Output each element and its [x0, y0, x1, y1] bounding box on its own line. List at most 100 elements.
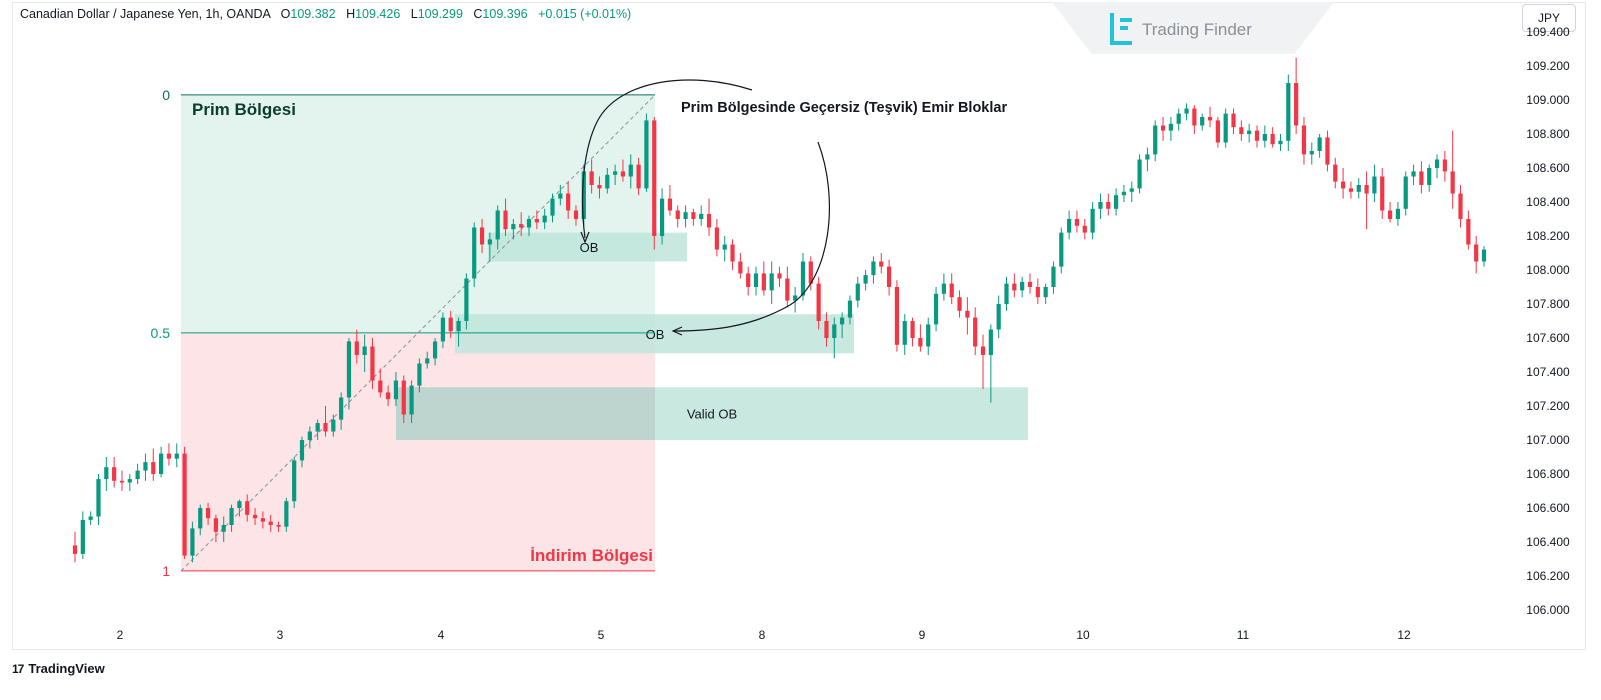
candle	[793, 287, 798, 313]
candle-body	[730, 244, 735, 262]
candle-body	[1168, 123, 1173, 131]
candle-body	[456, 321, 461, 332]
candle-body	[840, 317, 845, 325]
candle	[166, 443, 172, 466]
candle-body	[879, 261, 884, 267]
tradingview-footer: 17 TradingView	[12, 661, 105, 676]
candle	[1442, 151, 1447, 182]
candle	[573, 205, 579, 226]
candle	[479, 219, 485, 253]
candle-body	[1262, 134, 1267, 141]
candle	[1286, 74, 1291, 151]
candle-body	[1442, 159, 1447, 172]
candle	[1317, 134, 1322, 158]
candle	[886, 259, 892, 296]
candle	[135, 463, 140, 485]
candle-body	[72, 545, 78, 554]
candle	[1137, 154, 1142, 194]
candle-body	[1004, 283, 1009, 304]
candle-body	[198, 508, 203, 529]
open-value: 109.382	[290, 7, 336, 21]
candle	[1153, 120, 1158, 162]
candle	[370, 338, 375, 389]
candle-body	[667, 198, 673, 211]
candle	[996, 295, 1001, 338]
candle	[151, 448, 156, 481]
candle	[526, 215, 532, 236]
candle-body	[832, 324, 837, 338]
candle-body	[722, 244, 727, 250]
candle-body	[1278, 140, 1283, 145]
fib-label-0.5: 0.5	[151, 325, 171, 341]
candle-body	[1481, 249, 1487, 262]
candle-body	[1020, 281, 1025, 291]
candle-body	[135, 470, 140, 480]
candle-body	[980, 346, 986, 355]
candle-body	[534, 219, 539, 223]
annotation-arrow-2	[673, 141, 831, 332]
candle	[605, 168, 610, 194]
candle-body	[996, 304, 1001, 330]
candle-body	[104, 467, 109, 480]
candle	[1074, 210, 1080, 233]
candle	[1200, 113, 1205, 131]
candle	[1145, 147, 1150, 172]
x-tick-label: 12	[1397, 628, 1411, 642]
candle-body	[1137, 159, 1142, 189]
candle	[393, 372, 399, 406]
candle	[808, 256, 813, 291]
candle-body	[503, 210, 508, 230]
candle	[1067, 210, 1072, 240]
candle	[988, 324, 993, 403]
y-tick-label: 109.200	[1526, 59, 1570, 73]
candle	[1278, 134, 1283, 151]
candle-body	[659, 198, 665, 236]
currency-button[interactable]: JPY	[1522, 4, 1576, 32]
candle	[519, 212, 524, 236]
candle	[511, 219, 516, 240]
candle-body	[1027, 281, 1033, 287]
candle-body	[96, 479, 101, 517]
candle-body	[1387, 210, 1393, 219]
candle	[464, 273, 469, 330]
close-label: C	[473, 7, 483, 21]
candle-body	[112, 467, 117, 481]
candle	[307, 426, 312, 449]
candle-body	[597, 185, 602, 189]
candle	[879, 253, 884, 274]
candle-body	[1160, 125, 1166, 131]
candle-body	[1121, 191, 1127, 196]
x-tick-label: 11	[1237, 628, 1250, 642]
candle-body	[370, 346, 375, 381]
candle-body	[1270, 134, 1275, 145]
candle-body	[793, 295, 798, 301]
candle	[659, 188, 665, 245]
candle	[425, 351, 430, 369]
candle	[738, 253, 743, 279]
candle	[910, 317, 915, 347]
candle-body	[1012, 283, 1017, 291]
candle	[566, 181, 571, 219]
candle-body	[573, 210, 579, 219]
candle	[182, 446, 187, 559]
candle	[401, 375, 406, 423]
y-tick-label: 107.800	[1526, 297, 1570, 311]
candle-body	[1059, 232, 1064, 267]
candle	[213, 514, 218, 542]
candle	[229, 504, 234, 532]
candle	[1231, 108, 1236, 134]
candle	[620, 159, 626, 182]
candle-body	[339, 397, 344, 420]
candle-body	[918, 338, 923, 347]
candle-body	[440, 317, 446, 342]
candle-body	[252, 514, 258, 519]
candle	[1129, 181, 1134, 202]
annotation-text: Prim Bölgesinde Geçersiz (Teşvik) Emir B…	[681, 100, 1007, 116]
candle	[1004, 276, 1009, 311]
candle	[722, 236, 727, 262]
candle-body	[1207, 117, 1213, 121]
tradingview-logo-icon: 17	[12, 662, 24, 676]
candle-body	[1043, 287, 1048, 298]
candle	[1341, 168, 1346, 199]
